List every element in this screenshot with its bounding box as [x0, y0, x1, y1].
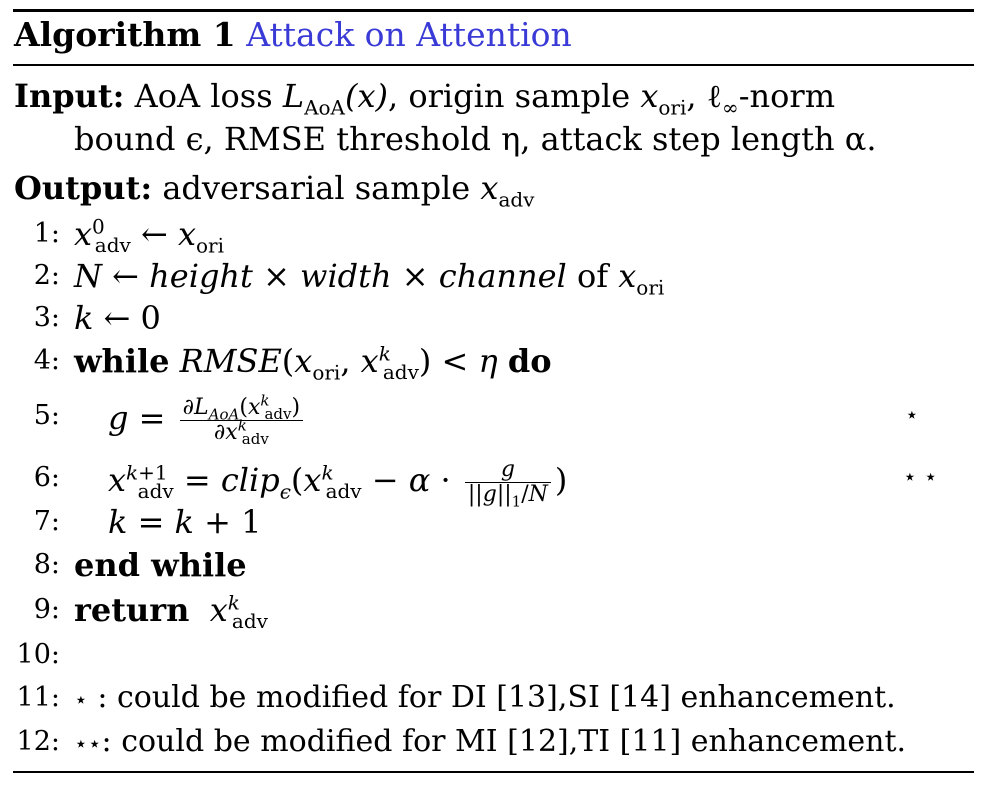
step-4-code: while RMSE(xori, xkadv) < η do — [74, 341, 552, 385]
output-subscript: adv — [498, 187, 535, 212]
input-line-1: Input: AoA loss LAoA(x), origin sample x… — [14, 76, 836, 120]
step-7-code: k = k + 1 — [108, 503, 262, 541]
step-6-code: xk+1adv = clipϵ(xkadv − α · g ||g||1/N ) — [108, 457, 568, 511]
loss-argument: (x) — [345, 77, 389, 115]
output-label: Output: — [14, 169, 153, 207]
keyword-while: while — [74, 342, 170, 380]
note-11: ⋆ : could be modified for DI [13],SI [14… — [74, 678, 896, 721]
input-text-3: , ℓ — [686, 77, 723, 115]
gradient-fraction: ∂LAoA(xkadv) ∂xkadv — [179, 393, 304, 447]
step-8-code: end while — [74, 546, 247, 584]
input-text-1: AoA loss — [134, 77, 283, 115]
step-6-marker: ⋆ ⋆ — [903, 465, 938, 490]
loss-subscript: AoA — [304, 95, 345, 120]
step-number: 7: — [33, 506, 60, 537]
step-number: 4: — [33, 345, 60, 376]
step-number: 10: — [16, 639, 60, 670]
note-12-marker: ⋆⋆ — [74, 732, 102, 757]
origin-symbol: x — [640, 77, 659, 115]
keyword-of: of — [576, 257, 609, 295]
algorithm-name: Attack on Attention — [246, 15, 572, 54]
step-number: 3: — [33, 302, 60, 333]
input-text-2: , origin sample — [388, 77, 641, 115]
step-number: 8: — [33, 549, 60, 580]
step-2-code: N ← height × width × channel of xori — [74, 257, 665, 300]
header-rule — [13, 64, 974, 66]
bottom-rule — [13, 771, 974, 773]
step-3-code: k ← 0 — [74, 299, 161, 337]
input-line-2: bound ϵ, RMSE threshold η, attack step l… — [74, 120, 877, 158]
normalization-fraction: g ||g||1/N — [464, 458, 551, 509]
step-number: 11: — [16, 682, 60, 713]
note-12: ⋆⋆: could be modified for MI [12],TI [11… — [74, 722, 906, 765]
input-text-4: -norm — [738, 77, 836, 115]
algorithm-label: Algorithm 1 — [14, 15, 236, 54]
step-number: 5: — [33, 400, 60, 431]
keyword-do: do — [507, 342, 552, 380]
step-number: 12: — [16, 726, 60, 757]
step-number: 6: — [33, 462, 60, 493]
step-5-marker: ⋆ — [905, 403, 919, 428]
note-11-text: : could be modified for DI [13],SI [14] … — [87, 680, 896, 715]
step-number: 9: — [33, 594, 60, 625]
algorithm-title: Algorithm 1 Attack on Attention — [14, 12, 572, 58]
input-label: Input: — [14, 77, 125, 115]
origin-subscript: ori — [658, 95, 687, 120]
loss-symbol: L — [282, 77, 305, 115]
top-rule — [13, 9, 974, 12]
step-9-code: return xkadv — [74, 590, 268, 634]
infinity-subscript: ∞ — [722, 95, 739, 120]
note-11-marker: ⋆ — [74, 688, 88, 713]
step-number: 1: — [33, 218, 60, 249]
note-12-text: : could be modified for MI [12],TI [11] … — [101, 724, 907, 759]
output-symbol: x — [480, 169, 499, 207]
output-text: adversarial sample — [162, 169, 481, 207]
output-line: Output: adversarial sample xadv — [14, 168, 535, 212]
keyword-return: return — [74, 591, 190, 629]
step-1-code: x0adv ← xori — [74, 214, 225, 258]
step-5-code: g = ∂LAoA(xkadv) ∂xkadv — [108, 393, 307, 447]
step-number: 2: — [33, 260, 60, 291]
